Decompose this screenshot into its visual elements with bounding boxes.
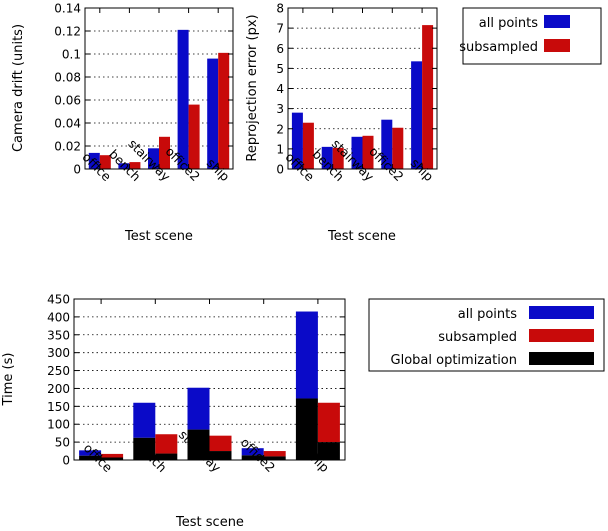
bar-subsampled — [362, 135, 374, 169]
y-tick-label: 0.14 — [54, 2, 81, 16]
bar-subsampled — [188, 104, 200, 169]
y-tick-label: 7 — [276, 22, 284, 36]
legend-box — [462, 7, 602, 65]
y-tick-label: 0.04 — [54, 117, 81, 131]
bar-global-optimization — [241, 455, 264, 460]
y-tick-label: 0.1 — [62, 48, 81, 62]
legend-bottom: all points subsampled Global optimizatio… — [368, 298, 605, 372]
bar-all-points — [207, 58, 219, 169]
bar-subsampled — [422, 25, 434, 170]
bar-all-points — [241, 448, 264, 456]
bar-all-points — [291, 112, 303, 169]
bar-subsampled — [101, 453, 124, 458]
bar-subsampled — [392, 127, 404, 169]
legend-label: Global optimization — [391, 353, 517, 368]
legend-swatch — [529, 352, 594, 365]
bar-all-points — [411, 61, 423, 169]
y-tick-label: 150 — [47, 400, 70, 414]
y-tick-label: 5 — [276, 62, 284, 76]
legend-swatch — [529, 306, 594, 319]
y-tick-label: 400 — [47, 310, 70, 324]
y-tick-label: 200 — [47, 382, 70, 396]
bar-global-optimization — [101, 457, 124, 460]
bar-all-points — [187, 387, 210, 430]
bar-subsampled — [99, 155, 111, 169]
bar-global-optimization — [263, 456, 286, 460]
bar-global-optimization — [133, 437, 156, 460]
y-tick-label: 50 — [55, 436, 70, 450]
y-tick-label: 450 — [47, 293, 70, 307]
bar-subsampled — [302, 122, 314, 169]
bar-subsampled — [218, 52, 230, 169]
y-tick-label: 250 — [47, 364, 70, 378]
x-axis-label: Test scene — [175, 515, 244, 530]
bar-subsampled — [155, 434, 178, 454]
legend-swatch — [544, 39, 570, 52]
bar-all-points — [79, 450, 102, 456]
legend-swatch — [544, 15, 570, 28]
y-tick-label: 0 — [62, 454, 70, 468]
bar-subsampled — [263, 451, 286, 457]
legend-top: all points subsampled — [459, 7, 602, 65]
bar-subsampled — [317, 402, 340, 443]
y-tick-label: 0 — [73, 163, 81, 177]
bar-all-points — [177, 29, 189, 169]
bar-global-optimization — [79, 455, 102, 460]
bar-all-points — [133, 402, 156, 438]
bar-all-points — [148, 148, 159, 169]
bar-global-optimization — [317, 442, 340, 460]
y-tick-label: 0 — [276, 163, 284, 177]
y-tick-label: 6 — [276, 42, 284, 56]
bar-all-points — [381, 119, 393, 169]
y-tick-label: 0.08 — [54, 71, 81, 85]
bar-all-points — [295, 311, 318, 399]
legend-label: all points — [458, 307, 517, 322]
bar-all-points — [88, 152, 100, 169]
y-tick-label: 3 — [276, 102, 284, 116]
y-tick-label: 1 — [276, 142, 284, 156]
legend-label: all points — [479, 16, 538, 31]
y-tick-label: 300 — [47, 346, 70, 360]
bar-all-points — [351, 136, 363, 169]
legend-label: subsampled — [459, 40, 538, 55]
y-tick-label: 0.12 — [54, 25, 81, 39]
y-axis-label: Time (s) — [1, 353, 16, 407]
y-tick-label: 0.02 — [54, 140, 81, 154]
bar-global-optimization — [209, 451, 232, 460]
bar-subsampled — [129, 162, 141, 169]
bar-all-points — [118, 163, 130, 169]
x-axis-label: Test scene — [124, 229, 193, 244]
legend-swatch — [529, 329, 594, 342]
bar-subsampled — [209, 435, 232, 452]
y-axis-label: Reprojection error (px) — [245, 14, 260, 161]
bar-global-optimization — [187, 429, 210, 460]
bar-all-points — [321, 146, 333, 169]
bar-global-optimization — [295, 398, 318, 460]
y-axis-label: Camera drift (units) — [11, 24, 26, 152]
bar-subsampled — [332, 147, 344, 169]
chart-camera-drift: 00.020.040.060.080.10.120.14 officebench… — [11, 2, 234, 244]
y-tick-label: 4 — [276, 82, 284, 96]
x-axis-label: Test scene — [327, 229, 396, 244]
y-tick-label: 100 — [47, 418, 70, 432]
y-tick-label: 350 — [47, 328, 70, 342]
y-tick-label: 8 — [276, 2, 284, 16]
y-tick-label: 2 — [276, 122, 284, 136]
y-tick-label: 0.06 — [54, 94, 81, 108]
bar-subsampled — [159, 136, 170, 169]
legend-label: subsampled — [438, 330, 517, 345]
bar-global-optimization — [155, 453, 178, 460]
